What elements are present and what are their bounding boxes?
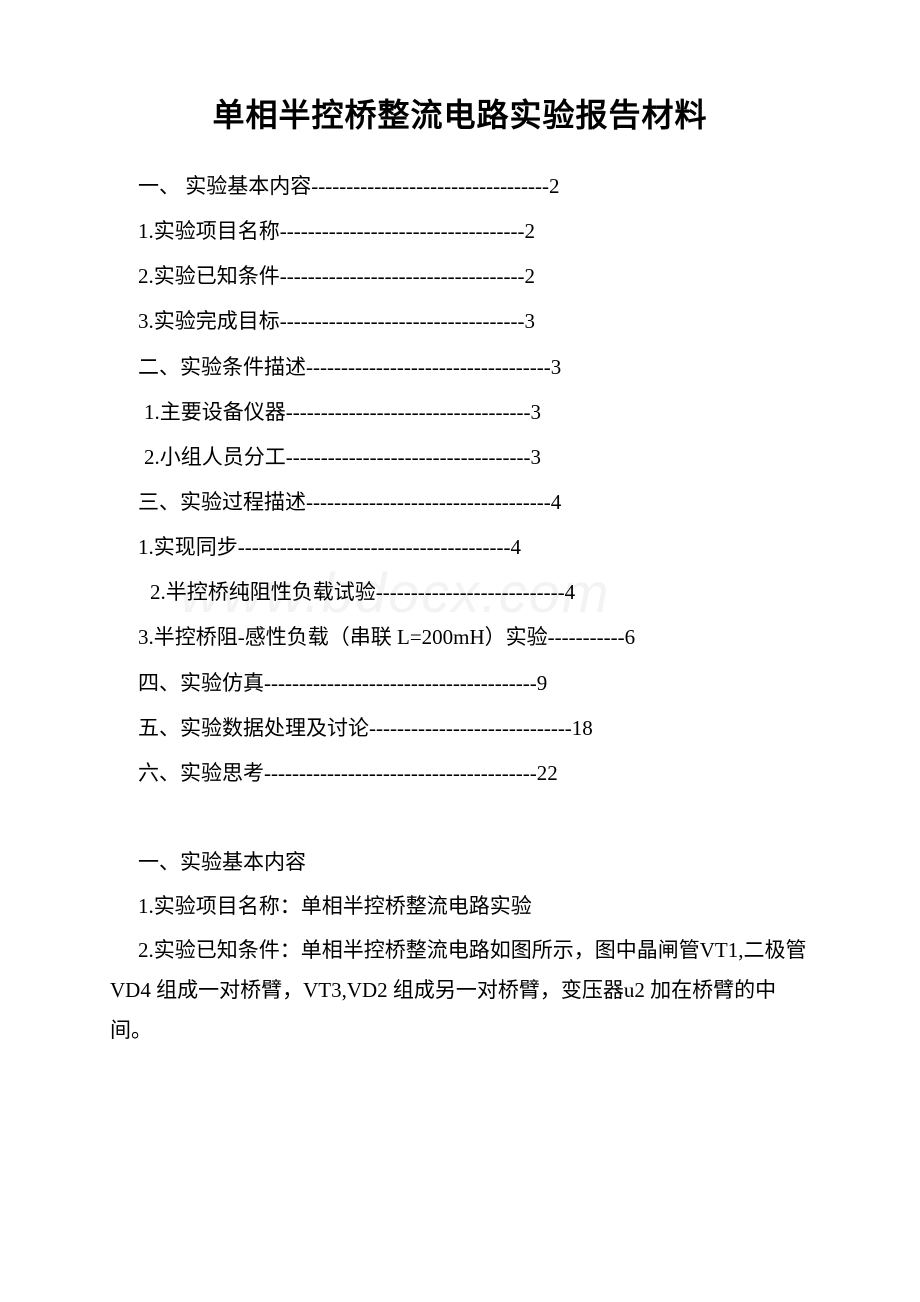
document-title: 单相半控桥整流电路实验报告材料 <box>110 90 810 136</box>
toc-item: 四、实验仿真----------------------------------… <box>110 661 810 706</box>
toc-item: 3.实验完成目标--------------------------------… <box>110 299 810 344</box>
toc-item: 1.主要设备仪器--------------------------------… <box>110 390 810 435</box>
toc-item: 二、实验条件描述--------------------------------… <box>110 345 810 390</box>
toc-item: 六、实验思考----------------------------------… <box>110 751 810 796</box>
toc-item: 2.半控桥纯阻性负载试验---------------------------4 <box>110 570 810 615</box>
body-text: 1.实验项目名称：单相半控桥整流电路实验 <box>110 885 810 927</box>
toc-item: 三、实验过程描述--------------------------------… <box>110 480 810 525</box>
toc-item: 五、实验数据处理及讨论-----------------------------… <box>110 706 810 751</box>
toc-item: 3.半控桥阻-感性负载（串联 L=200mH）实验-----------6 <box>110 615 810 660</box>
body-text: 2.实验已知条件：单相半控桥整流电路如图所示，图中晶闸管VT1,二极管 VD4 … <box>110 931 810 1051</box>
toc-item: 1.实验项目名称--------------------------------… <box>110 209 810 254</box>
section-heading: 一、实验基本内容 <box>110 840 810 885</box>
toc-item: 2.小组人员分工--------------------------------… <box>110 435 810 480</box>
toc-item: 2.实验已知条件--------------------------------… <box>110 254 810 299</box>
toc-item: 1.实现同步----------------------------------… <box>110 525 810 570</box>
toc-item: 一、 实验基本内容-------------------------------… <box>110 164 810 209</box>
